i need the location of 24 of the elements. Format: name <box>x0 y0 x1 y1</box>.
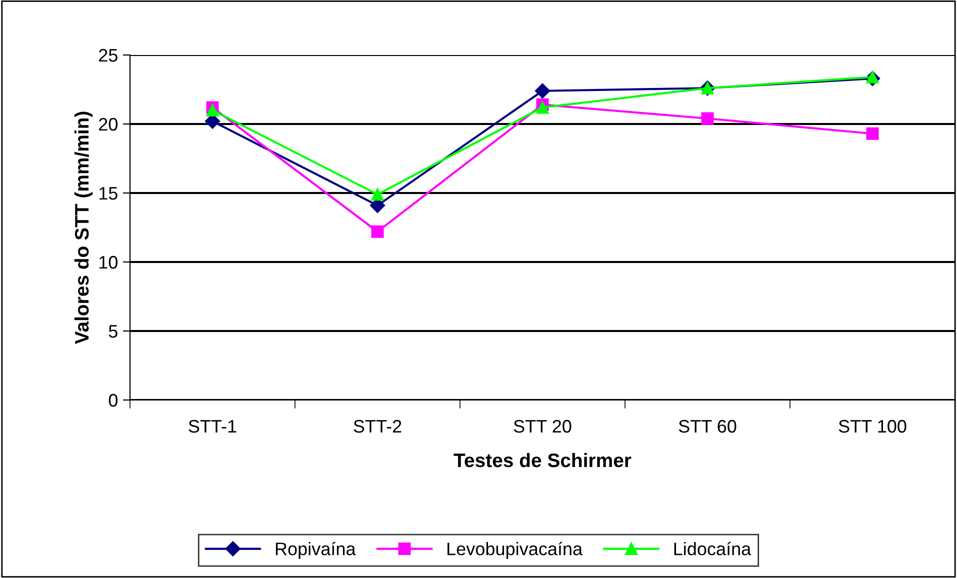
point <box>866 127 879 140</box>
x-axis-title: Testes de Schirmer <box>454 452 632 468</box>
y-tick-label: 0 <box>108 394 118 407</box>
y-tick-label: 20 <box>99 118 118 131</box>
legend-label: Lidocaína <box>674 542 752 556</box>
y-tick-label: 25 <box>99 48 118 62</box>
point <box>371 188 384 201</box>
x-tick-label: STT-1 <box>188 420 236 433</box>
point <box>701 112 714 125</box>
x-tick-label: STT 100 <box>838 420 906 433</box>
y-tick-label: 5 <box>108 325 118 338</box>
y-tick-label: 10 <box>99 256 118 269</box>
point <box>536 101 549 114</box>
y-axis-title: Valores do STT (mm/min) <box>74 112 93 344</box>
x-tick-label: STT-2 <box>354 420 402 433</box>
point <box>371 225 384 238</box>
legend-label: Levobupivacaína <box>448 542 583 559</box>
x-tick-label: STT 60 <box>678 420 736 433</box>
point <box>534 83 550 98</box>
point <box>866 70 879 84</box>
legend-label: Ropivaína <box>276 542 356 559</box>
y-tick-label: 15 <box>99 187 118 200</box>
point <box>206 104 219 116</box>
x-tick-label: STT 20 <box>514 420 572 433</box>
